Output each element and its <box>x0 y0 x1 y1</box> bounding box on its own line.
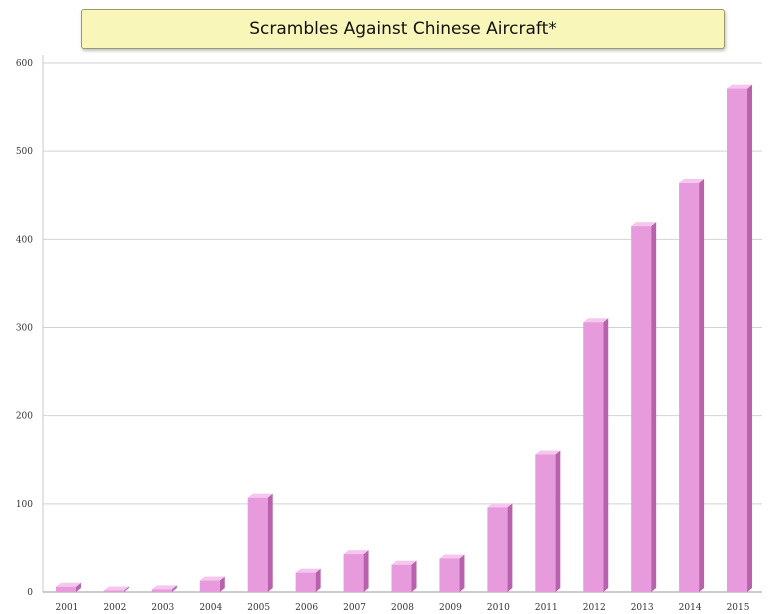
bar-2009 <box>439 554 465 592</box>
y-tick-label: 200 <box>16 412 33 422</box>
x-tick-label: 2003 <box>151 603 174 613</box>
chart-title-box: Scrambles Against Chinese Aircraft* <box>81 9 725 49</box>
x-axis: 2001 2002 2003 2004 2005 2006 2007 2008 2009 2010… <box>56 603 750 613</box>
y-tick-label: 400 <box>16 235 33 245</box>
chart-title: Scrambles Against Chinese Aircraft* <box>249 19 557 39</box>
x-tick-label: 2015 <box>727 603 750 613</box>
x-tick-label: 2006 <box>295 603 318 613</box>
x-tick-label: 2012 <box>583 603 606 613</box>
bar-2012 <box>583 318 609 592</box>
x-tick-label: 2001 <box>56 603 79 613</box>
bar-2015 <box>727 84 753 593</box>
bar-2005 <box>247 493 273 592</box>
bar-2011 <box>535 450 561 592</box>
x-tick-label: 2013 <box>631 603 654 613</box>
y-tick-label: 0 <box>27 588 33 598</box>
x-tick-label: 2002 <box>103 603 126 613</box>
bars <box>55 84 753 593</box>
x-tick-label: 2010 <box>487 603 510 613</box>
bar-2007 <box>343 550 369 592</box>
bar-2003 <box>151 585 177 592</box>
bar-2008 <box>391 560 417 592</box>
bar-2004 <box>199 576 225 592</box>
y-tick-label: 100 <box>16 500 33 510</box>
bar-2010 <box>487 503 513 592</box>
x-tick-label: 2014 <box>679 603 702 613</box>
x-tick-label: 2008 <box>391 603 414 613</box>
x-tick-label: 2009 <box>439 603 462 613</box>
y-tick-label: 500 <box>16 147 33 157</box>
x-tick-label: 2011 <box>535 603 558 613</box>
x-tick-label: 2005 <box>247 603 270 613</box>
bar-2013 <box>631 222 657 592</box>
bar-2001 <box>55 582 81 592</box>
y-tick-label: 600 <box>16 59 33 69</box>
bar-2006 <box>295 568 321 592</box>
bar-2014 <box>679 178 705 592</box>
bar-2002 <box>103 586 129 592</box>
x-tick-label: 2007 <box>343 603 366 613</box>
y-tick-label: 300 <box>16 324 33 334</box>
x-tick-label: 2004 <box>199 603 222 613</box>
